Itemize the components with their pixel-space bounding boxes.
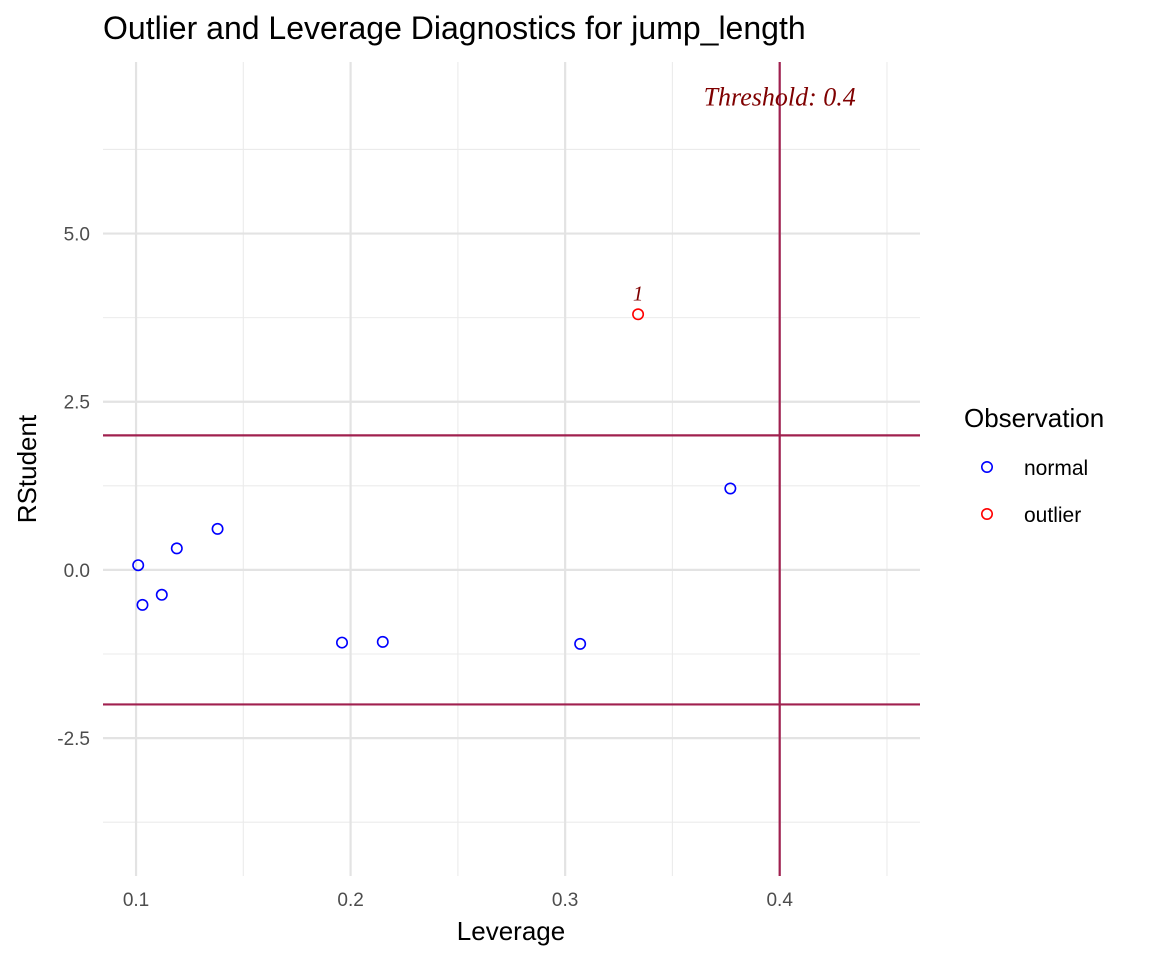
legend-title: Observation bbox=[964, 403, 1104, 433]
normal-point bbox=[155, 588, 168, 601]
y-tick-label: 0.0 bbox=[64, 561, 90, 582]
axis-tick-labels: 0.1 0.2 0.3 0.4 -2.5 0.0 2.5 5.0 bbox=[57, 225, 793, 911]
x-axis-label: Leverage bbox=[457, 916, 565, 946]
normal-point bbox=[211, 522, 224, 535]
normal-point bbox=[724, 482, 737, 495]
reference-lines bbox=[103, 62, 920, 876]
outlier-point bbox=[632, 308, 645, 321]
x-tick-label: 0.1 bbox=[123, 890, 149, 911]
annotations: Threshold: 0.4 bbox=[704, 83, 856, 112]
normal-point bbox=[574, 637, 587, 650]
x-tick-label: 0.3 bbox=[552, 890, 578, 911]
normal-point bbox=[132, 559, 145, 572]
chart-title: Outlier and Leverage Diagnostics for jum… bbox=[103, 10, 806, 46]
normal-point bbox=[136, 598, 149, 611]
legend: Observation normal outlier bbox=[964, 403, 1104, 527]
legend-entries: normal outlier bbox=[980, 457, 1088, 527]
data-points: 1 bbox=[132, 281, 737, 650]
y-tick-label: 5.0 bbox=[64, 225, 90, 246]
y-tick-label: -2.5 bbox=[57, 729, 90, 750]
y-axis-label: RStudent bbox=[12, 414, 42, 523]
x-tick-label: 0.2 bbox=[337, 890, 363, 911]
x-tick-label: 0.4 bbox=[766, 890, 793, 911]
legend-key-normal bbox=[980, 460, 993, 473]
threshold-annotation: Threshold: 0.4 bbox=[704, 83, 856, 112]
legend-label-outlier: outlier bbox=[1024, 504, 1081, 527]
legend-key-outlier bbox=[980, 507, 993, 520]
y-tick-label: 2.5 bbox=[64, 393, 90, 414]
normal-point bbox=[336, 636, 349, 649]
normal-point bbox=[376, 635, 389, 648]
grid bbox=[103, 62, 920, 876]
point-label: 1 bbox=[633, 281, 644, 305]
legend-label-normal: normal bbox=[1024, 457, 1088, 480]
normal-point bbox=[170, 542, 183, 555]
